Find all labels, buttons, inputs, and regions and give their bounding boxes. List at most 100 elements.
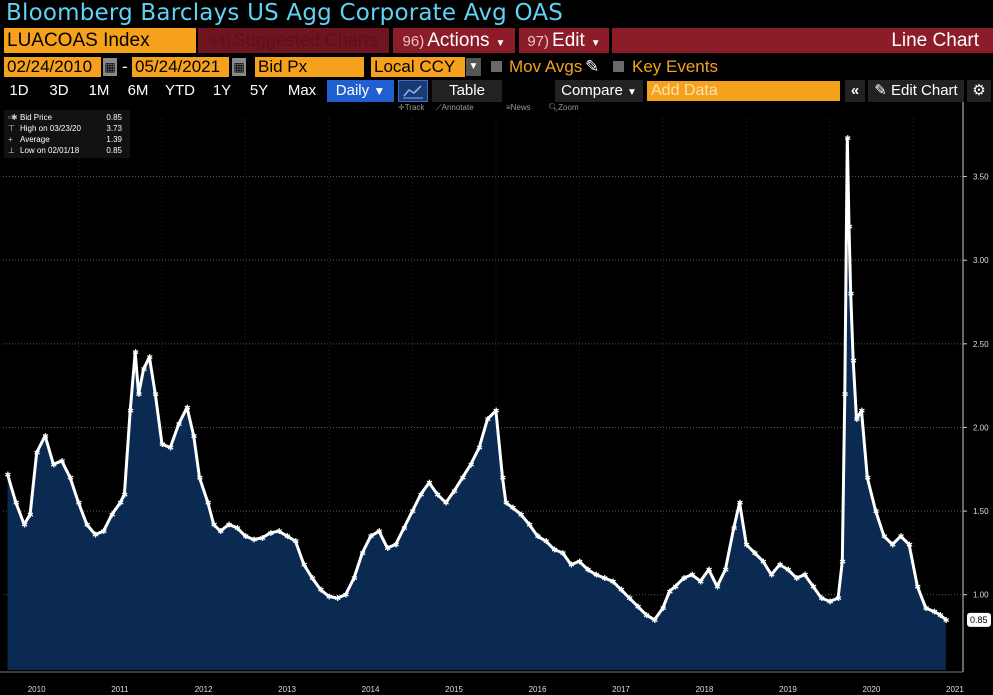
- period-5y[interactable]: 5Y: [249, 82, 269, 99]
- legend-low-label: Low on 02/01/18: [20, 146, 80, 155]
- data-point: ✱: [923, 604, 930, 613]
- legend-high-label: High on 03/23/20: [20, 124, 81, 133]
- x-tick-label: 2012: [195, 685, 213, 694]
- data-point: ✱: [459, 474, 466, 483]
- mov-avgs-checkbox[interactable]: [491, 61, 502, 72]
- actions-button[interactable]: 96) Actions ▼: [393, 28, 515, 53]
- data-point: ✱: [146, 353, 153, 362]
- table-button[interactable]: Table: [432, 80, 502, 102]
- data-point: ✱: [722, 566, 729, 575]
- actions-label: Actions: [427, 30, 490, 51]
- data-point: ✱: [132, 348, 139, 357]
- data-point: ✱: [27, 510, 34, 519]
- data-point: ✱: [101, 527, 108, 536]
- data-point: ✱: [500, 474, 507, 483]
- track-tool[interactable]: ✛ Track: [398, 103, 425, 112]
- data-point: ✱: [493, 407, 500, 416]
- key-events-checkbox[interactable]: [613, 61, 624, 72]
- data-point: ✱: [842, 390, 849, 399]
- data-point: ✱: [777, 561, 784, 570]
- data-point: ✱: [326, 592, 333, 601]
- data-point: ✱: [853, 415, 860, 424]
- data-point: ✱: [510, 504, 517, 513]
- data-point: ✱: [368, 532, 375, 541]
- end-date-field[interactable]: 05/24/2021: [132, 57, 229, 77]
- legend-low: ⊥ Low on 02/01/18 0.85: [8, 145, 126, 156]
- data-point: ✱: [503, 499, 510, 508]
- ticker-field[interactable]: LUACOAS Index: [4, 28, 196, 53]
- legend-average-value: 1.39: [106, 135, 122, 144]
- data-point: ✱: [667, 587, 674, 596]
- data-point: ✱: [743, 541, 750, 550]
- legend-low-value: 0.85: [106, 146, 122, 155]
- data-point: ✱: [75, 499, 82, 508]
- data-point: ✱: [184, 403, 191, 412]
- calendar-icon[interactable]: ▦: [103, 58, 117, 76]
- frequency-select[interactable]: Daily ▼: [327, 80, 394, 102]
- period-6m[interactable]: 6M: [127, 82, 149, 99]
- chevron-down-icon: ▼: [590, 38, 601, 49]
- x-tick-label: 2011: [111, 685, 129, 694]
- date-separator: -: [122, 57, 128, 76]
- key-events-label: Key Events: [632, 57, 718, 76]
- annotate-tool[interactable]: ⟋ Annotate: [436, 103, 474, 112]
- price-field-select[interactable]: Bid Px: [255, 57, 364, 77]
- collapse-icon[interactable]: «: [845, 80, 865, 102]
- currency-select[interactable]: Local CCY: [371, 57, 465, 77]
- data-point: ✱: [109, 510, 116, 519]
- data-point: ✱: [889, 541, 896, 550]
- data-point: ✱: [393, 541, 400, 550]
- period-1d[interactable]: 1D: [9, 82, 29, 99]
- period-1y[interactable]: 1Y: [212, 82, 232, 99]
- data-point: ✱: [50, 460, 57, 469]
- y-tick-label: 3.00: [973, 256, 989, 265]
- data-point: ✱: [651, 616, 658, 625]
- data-point: ✱: [205, 499, 212, 508]
- legend-high: ⊤ High on 03/23/20 3.73: [8, 123, 126, 134]
- gear-icon[interactable]: ⚙: [967, 80, 991, 102]
- chevron-down-icon[interactable]: ▼: [466, 58, 481, 76]
- data-point: ✱: [864, 474, 871, 483]
- data-point: ✱: [359, 549, 366, 558]
- x-tick-label: 2014: [362, 685, 380, 694]
- data-point: ✱: [898, 532, 905, 541]
- data-point: ✱: [191, 432, 198, 441]
- window-title: Bloomberg Barclays US Agg Corporate Avg …: [6, 0, 564, 26]
- pencil-icon: ✎: [874, 82, 887, 99]
- data-point: ✱: [5, 470, 12, 479]
- data-point: ✱: [418, 490, 425, 499]
- data-point: ✱: [568, 561, 575, 570]
- data-point: ✱: [59, 457, 66, 466]
- compare-button[interactable]: Compare ▼: [555, 80, 643, 102]
- data-point: ✱: [84, 520, 91, 529]
- data-point: ✱: [706, 566, 713, 575]
- start-date-field[interactable]: 02/24/2010: [4, 57, 101, 77]
- data-point: ✱: [802, 571, 809, 580]
- pencil-icon[interactable]: ✎: [585, 57, 600, 76]
- data-point: ✱: [850, 357, 857, 366]
- news-tool[interactable]: ≡ News: [506, 103, 531, 112]
- line-chart-icon[interactable]: [398, 80, 428, 102]
- y-tick-label: 1.50: [973, 507, 989, 516]
- add-data-input[interactable]: Add Data: [647, 81, 840, 101]
- data-point: ✱: [301, 561, 308, 570]
- data-point: ✱: [618, 586, 625, 595]
- edit-button[interactable]: 97) Edit ▼: [519, 28, 609, 53]
- period-ytd[interactable]: YTD: [165, 82, 195, 99]
- chart-legend: ▫✱ Bid Price 0.85 ⊤ High on 03/23/20 3.7…: [4, 110, 130, 158]
- x-tick-label: 2019: [779, 685, 797, 694]
- suggested-charts-label: Suggested Charts: [233, 30, 378, 50]
- data-point: ✱: [731, 524, 738, 533]
- edit-chart-button[interactable]: ✎ Edit Chart: [868, 80, 964, 102]
- edit-number: 97): [527, 33, 550, 50]
- data-point: ✱: [21, 520, 28, 529]
- data-point: ✱: [211, 520, 218, 529]
- period-1m[interactable]: 1M: [88, 82, 110, 99]
- data-point: ✱: [318, 586, 325, 595]
- period-max[interactable]: Max: [287, 82, 317, 99]
- calendar-icon[interactable]: ▦: [232, 58, 246, 76]
- suggested-charts-button[interactable]: 94) Suggested Charts: [198, 28, 389, 53]
- zoom-tool[interactable]: 🔍︎ Zoom: [548, 103, 579, 112]
- period-3d[interactable]: 3D: [49, 82, 69, 99]
